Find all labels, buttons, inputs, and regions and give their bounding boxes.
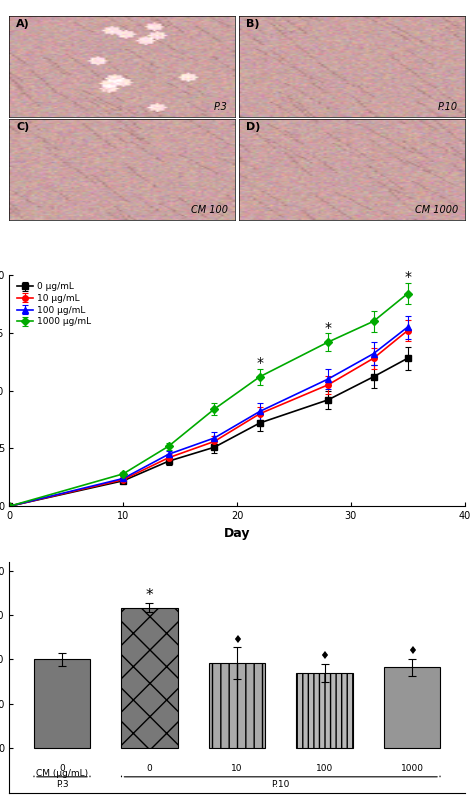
Text: *: * <box>256 356 263 370</box>
Bar <box>296 673 353 748</box>
Text: CM 100: CM 100 <box>191 205 228 214</box>
Text: CM (μg/mL): CM (μg/mL) <box>36 769 88 777</box>
Text: P.10: P.10 <box>438 102 458 112</box>
Bar <box>34 659 91 748</box>
Text: P.3: P.3 <box>214 102 228 112</box>
Text: D): D) <box>246 122 260 132</box>
Text: ♦: ♦ <box>319 651 329 662</box>
Text: 100: 100 <box>316 765 333 773</box>
Text: *: * <box>404 270 411 284</box>
Text: 10: 10 <box>231 765 243 773</box>
Text: ♦: ♦ <box>407 646 417 656</box>
Text: CM 1000: CM 1000 <box>414 205 458 214</box>
Text: P.10: P.10 <box>272 781 290 790</box>
Bar <box>383 667 440 748</box>
Text: C): C) <box>16 122 29 132</box>
Text: ♦: ♦ <box>232 634 242 645</box>
Bar <box>121 608 178 748</box>
Text: A): A) <box>16 19 30 29</box>
Text: *: * <box>325 321 331 335</box>
Text: P.3: P.3 <box>55 781 68 790</box>
Text: B): B) <box>246 19 259 29</box>
Text: 0: 0 <box>59 765 65 773</box>
Text: 1000: 1000 <box>401 765 423 773</box>
Text: 0: 0 <box>146 765 152 773</box>
X-axis label: Day: Day <box>224 527 250 540</box>
Legend: 0 μg/mL, 10 μg/mL, 100 μg/mL, 1000 μg/mL: 0 μg/mL, 10 μg/mL, 100 μg/mL, 1000 μg/mL <box>14 280 93 329</box>
Text: *: * <box>146 588 153 603</box>
Bar <box>209 663 265 748</box>
